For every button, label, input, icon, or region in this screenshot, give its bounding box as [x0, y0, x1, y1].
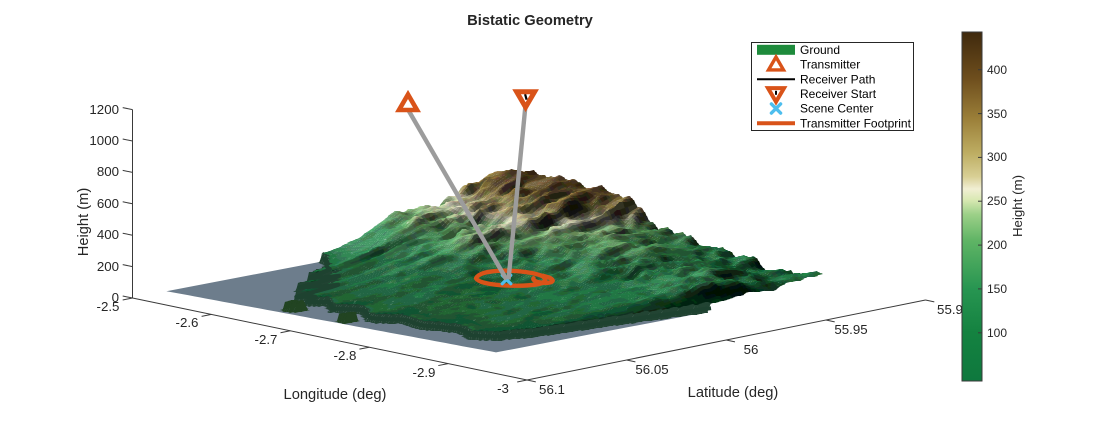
legend-item-label: Transmitter — [800, 58, 860, 72]
coast-edge — [294, 256, 712, 339]
legend-item-label: Receiver Start — [800, 87, 877, 101]
legend-swatch-ground — [757, 44, 795, 55]
x-tick-label: -2.6 — [176, 315, 199, 330]
axes-3d — [122, 107, 935, 383]
receiver-path-line — [524, 93, 528, 100]
receiver-los-line — [506, 103, 528, 280]
legend-item-label: Ground — [800, 43, 840, 57]
colorbar-label: Height (m) — [1010, 175, 1025, 237]
y-tick-label: 56.1 — [539, 382, 565, 397]
legend-item-label: Scene Center — [800, 102, 873, 116]
colorbar-tick-label: 150 — [987, 282, 1007, 296]
z-tick-label: 800 — [97, 164, 119, 179]
chart-title: Bistatic Geometry — [467, 13, 594, 29]
colorbar-tick-label: 100 — [987, 326, 1007, 340]
colorbar-tick-label: 200 — [987, 238, 1007, 252]
z-tick-label: 600 — [97, 196, 119, 211]
axis-text: -2.5 -2.6 -2.7 -2.8 -2.9 -3 56.1 56.05 5… — [76, 13, 963, 403]
legend[interactable]: Ground Transmitter Receiver Path Receive… — [751, 42, 914, 131]
z-tick-label: 1000 — [89, 133, 119, 148]
legend-item-label: Transmitter Footprint — [800, 116, 912, 130]
colorbar-tick-label: 350 — [987, 107, 1007, 121]
y-tick-label: 56.05 — [635, 362, 668, 377]
y-tick-label: 55.95 — [834, 322, 867, 337]
transmitter-marker[interactable] — [395, 89, 421, 113]
colorbar[interactable]: 100 150 200 250 300 350 400 Height (m) — [961, 31, 1025, 382]
z-tick-label: 400 — [97, 227, 119, 242]
scene-overlay — [395, 89, 555, 288]
x-tick-label: -3 — [497, 381, 509, 396]
legend-item-label: Receiver Path — [800, 72, 875, 86]
legend-marker-scene-center — [769, 102, 783, 115]
colorbar-tick-label: 250 — [987, 194, 1007, 208]
y-tick-label: 55.9 — [937, 302, 963, 317]
y-tick-label: 56 — [744, 342, 759, 357]
receiver-start-marker[interactable] — [512, 89, 539, 113]
z-tick-label: 200 — [97, 259, 119, 274]
x-tick-label: -2.7 — [255, 332, 278, 347]
z-axis-label: Height (m) — [76, 188, 92, 257]
terrain-surface[interactable] — [280, 169, 823, 341]
x-tick-label: -2.9 — [413, 365, 436, 380]
colorbar-gradient — [961, 31, 983, 382]
x-axis-label: Longitude (deg) — [284, 387, 387, 403]
y-axis-label: Latitude (deg) — [688, 385, 779, 401]
legend-marker-transmitter — [765, 53, 787, 72]
colorbar-tick-label: 400 — [987, 63, 1007, 77]
legend-marker-receiver-start — [764, 86, 788, 106]
z-tick-label: 1200 — [89, 102, 119, 117]
x-tick-label: -2.5 — [97, 299, 120, 314]
z-tick-label: 0 — [112, 290, 119, 305]
transmitter-los-line — [406, 108, 509, 281]
x-tick-label: -2.8 — [334, 348, 357, 363]
colorbar-tick-label: 300 — [987, 150, 1007, 164]
